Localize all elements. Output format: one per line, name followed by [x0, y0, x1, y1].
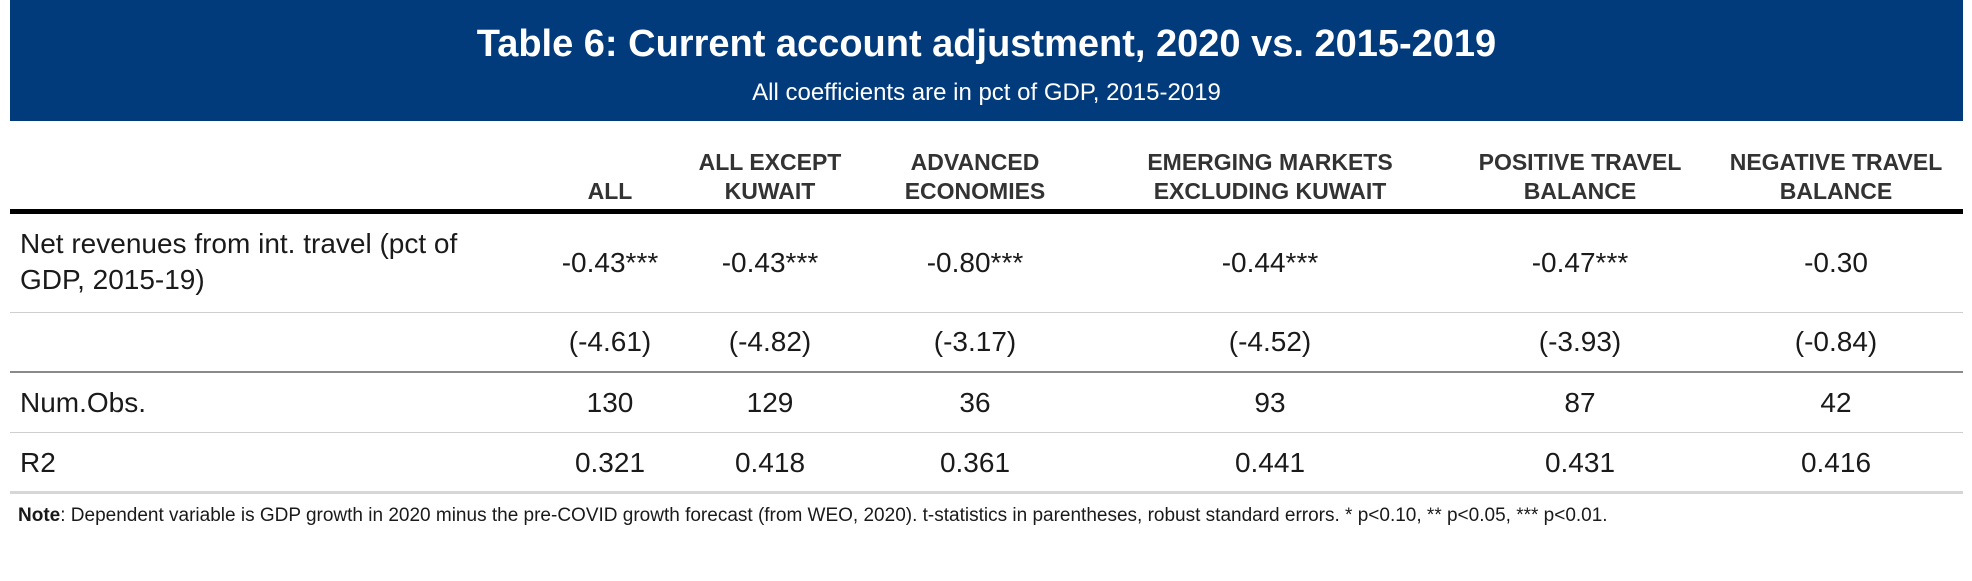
column-header-line2: EXCLUDING KUWAIT — [1153, 178, 1387, 204]
row-label-line2: GDP, 2015-19) — [20, 264, 205, 295]
table-cell: (-3.93) — [1538, 326, 1622, 357]
table-cell: -0.43*** — [721, 247, 819, 278]
table-cell: -0.30 — [1804, 247, 1868, 278]
column-header-line1: NEGATIVE TRAVEL — [1729, 149, 1943, 175]
table-cell: (-4.52) — [1228, 326, 1312, 357]
table-cell: 0.416 — [1800, 447, 1872, 478]
table-cell: 0.361 — [939, 447, 1011, 478]
column-header-all-except-kuwait: ALL EXCEPT KUWAIT — [680, 134, 860, 206]
column-header-line2: BALANCE — [1523, 178, 1637, 204]
column-header-line2: ECONOMIES — [904, 178, 1046, 204]
column-header-line2: ALL — [587, 178, 633, 204]
table-cell: -0.80*** — [926, 247, 1024, 278]
table-title-banner: Table 6: Current account adjustment, 202… — [10, 0, 1963, 121]
column-header-line2: BALANCE — [1779, 178, 1893, 204]
row-divider — [10, 312, 1963, 313]
table-note: Note: Dependent variable is GDP growth i… — [18, 504, 1948, 528]
table-cell: 0.321 — [574, 447, 646, 478]
row-label-net-revenues: Net revenues from int. travel (pct of GDP… — [20, 226, 457, 298]
table-cell: 42 — [1820, 387, 1852, 418]
table-cell: -0.43*** — [561, 247, 659, 278]
table-cell: 130 — [586, 387, 634, 418]
table-subtitle: All coefficients are in pct of GDP, 2015… — [752, 79, 1221, 106]
column-header-line1: POSITIVE TRAVEL — [1478, 149, 1682, 175]
column-header-all: ALL — [540, 134, 680, 206]
column-header-line1: ADVANCED — [910, 149, 1040, 175]
table-cell: 129 — [746, 387, 794, 418]
table-cell: -0.47*** — [1531, 247, 1629, 278]
table-title: Table 6: Current account adjustment, 202… — [476, 23, 1497, 65]
table-cell: (-0.84) — [1794, 326, 1878, 357]
table-cell: 0.441 — [1234, 447, 1306, 478]
table-cell: (-4.61) — [568, 326, 652, 357]
table-cell: 36 — [959, 387, 991, 418]
note-label: Note — [18, 505, 61, 526]
table-cell: 0.431 — [1544, 447, 1616, 478]
row-label-line1: Net revenues from int. travel (pct of — [20, 228, 458, 259]
table-cell: 93 — [1254, 387, 1286, 418]
table-cell: 0.418 — [734, 447, 806, 478]
table-cell: (-3.17) — [933, 326, 1017, 357]
header-divider — [10, 209, 1963, 214]
column-header-line2: KUWAIT — [724, 178, 816, 204]
row-label-r2: R2 — [20, 447, 56, 478]
column-header-advanced-economies: ADVANCED ECONOMIES — [860, 134, 1090, 206]
column-header-line1: EMERGING MARKETS — [1147, 149, 1393, 175]
column-header-emerging-markets: EMERGING MARKETS EXCLUDING KUWAIT — [1090, 134, 1450, 206]
table-bottom-rule — [10, 491, 1963, 494]
section-divider — [10, 371, 1963, 373]
column-header-positive-travel: POSITIVE TRAVEL BALANCE — [1450, 134, 1710, 206]
row-label-num-obs: Num.Obs. — [20, 387, 147, 418]
row-divider — [10, 432, 1963, 433]
table-cell: 87 — [1564, 387, 1596, 418]
table-cell: -0.44*** — [1221, 247, 1319, 278]
column-header-negative-travel: NEGATIVE TRAVEL BALANCE — [1710, 134, 1962, 206]
table-cell: (-4.82) — [728, 326, 812, 357]
column-header-line1: ALL EXCEPT — [698, 149, 842, 175]
note-text: : Dependent variable is GDP growth in 20… — [60, 505, 1608, 526]
